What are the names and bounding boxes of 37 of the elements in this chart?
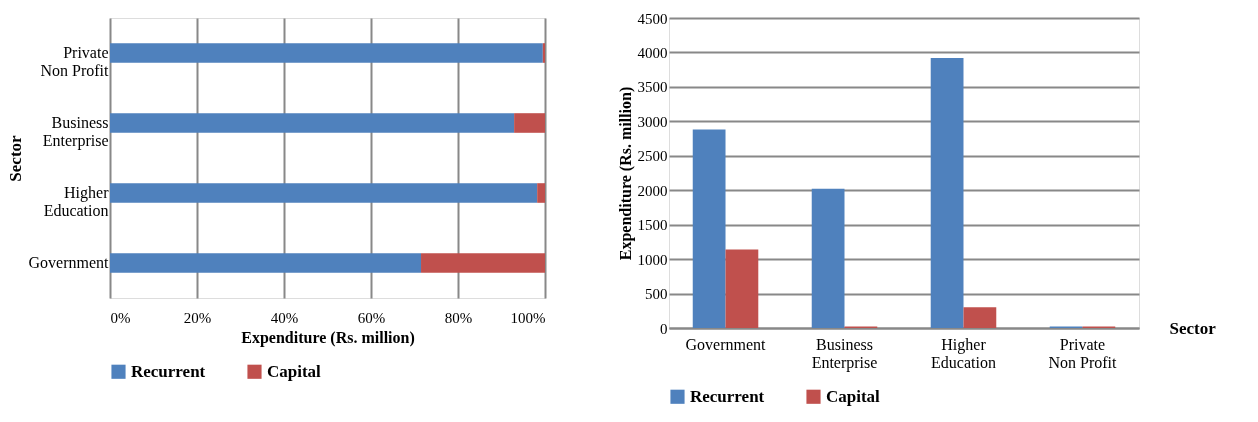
y-tick-label: 500: [645, 286, 668, 303]
x-axis-title: Expenditure (Rs. million): [241, 328, 415, 347]
legend-label: Capital: [267, 361, 322, 381]
x-tick-label: 60%: [357, 309, 386, 326]
bar: [811, 188, 845, 328]
y-tick-label: 0: [660, 320, 668, 337]
y-tick-label: 3500: [637, 79, 668, 96]
x-tick-label: Government: [685, 335, 767, 353]
x-tick-label: 100%: [510, 309, 546, 326]
y-tick-label: 3000: [637, 113, 668, 130]
legend-label: Recurrent: [131, 361, 206, 381]
y-tick-label: Business Enterprise: [42, 114, 109, 150]
x-tick-label: Business Enterprise: [811, 335, 878, 372]
y-axis-title: Expenditure (Rs. million): [616, 86, 635, 261]
x-tick-label: 40%: [270, 309, 299, 326]
y-axis-title: Sector: [5, 134, 25, 182]
bar: [930, 57, 964, 328]
bar: [692, 129, 726, 328]
bar: [963, 307, 997, 328]
y-tick-label: 4000: [637, 44, 668, 61]
y-tick-label: Government: [28, 254, 110, 271]
x-tick-label: Higher Education: [931, 335, 996, 371]
x-axis-title: Sector: [1169, 318, 1217, 338]
legend-label: Capital: [826, 386, 881, 406]
y-tick-label: 4500: [637, 10, 668, 27]
y-tick-label: 2500: [637, 148, 668, 165]
x-tick-label: Private Non Profit: [1048, 335, 1118, 371]
x-tick-label: 80%: [444, 309, 473, 326]
x-tick-label: 0%: [110, 309, 131, 326]
y-tick-label: 1000: [637, 251, 668, 268]
bar: [725, 249, 759, 328]
y-tick-label: Private Non Profit: [40, 44, 110, 79]
x-tick-label: 20%: [183, 309, 212, 326]
legend-label: Recurrent: [690, 386, 765, 406]
y-tick-label: 2000: [637, 182, 668, 199]
y-tick-label: Higher Education: [43, 184, 110, 219]
y-tick-label: 1500: [637, 217, 668, 234]
